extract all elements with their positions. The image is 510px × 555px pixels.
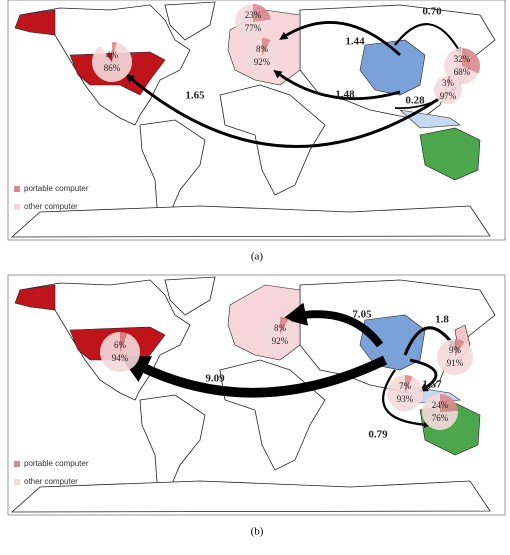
pie-label: 6% [114, 340, 127, 350]
pie-label: 23% [245, 10, 262, 20]
flow-arrow [279, 21, 401, 57]
pie-wedge [253, 4, 271, 22]
pie-wedge [235, 4, 271, 40]
flow-label: 1.48 [335, 89, 355, 101]
pie-wedge [262, 38, 271, 56]
legend-swatch [14, 204, 20, 210]
pie-label: 91% [447, 358, 464, 368]
pie-label: 8% [256, 44, 269, 54]
pie-label: 3% [442, 78, 455, 88]
pie-label: 93% [397, 394, 414, 404]
flow-arrow [125, 73, 441, 149]
pie-wedge [244, 38, 280, 74]
pie-wedge [448, 76, 451, 90]
panel-b: 7.05 1.8 1.57 9.09 0.79 6% 94% 8% 92% 9% 91% 7% 93% 2… [7, 274, 506, 538]
flow-arrow [409, 358, 438, 392]
pie-wedge [405, 375, 413, 393]
legend-label: portable computer [24, 459, 89, 468]
legend-swatch [14, 186, 20, 192]
legend-label: portable computer [24, 184, 89, 193]
pie-wedge [280, 317, 289, 335]
pie-label: 8% [274, 323, 287, 333]
flow-arrow [282, 302, 384, 348]
flow-arrow [119, 355, 388, 398]
pie-wedge [100, 332, 140, 372]
legend-swatch [14, 479, 20, 485]
flow-arrow [382, 369, 431, 429]
pie-wedge [387, 375, 424, 411]
panel-caption: (b) [251, 526, 264, 538]
flow-arrow [394, 23, 462, 55]
flow-label: 0.70 [422, 6, 442, 18]
pie-wedge [462, 48, 480, 74]
flow-label: 1.65 [185, 90, 205, 102]
flow-arrow [273, 69, 401, 101]
legend-label: other computer [24, 477, 78, 486]
pie-wedge [455, 339, 465, 357]
pie-label: 7% [399, 381, 412, 391]
flow-arrow [403, 326, 458, 356]
pie-label: 86% [104, 63, 121, 73]
pie-wedge [437, 339, 474, 375]
flow-label: 0.79 [368, 429, 388, 441]
legend-label: other computer [24, 202, 78, 211]
pie-label: 24% [432, 400, 449, 410]
pie-wedge [261, 317, 298, 353]
pie-wedge [444, 48, 479, 84]
panel-a: 1.44 0.70 1.48 0.28 1.65 4% 86% 23% 77% 8% 92% 32% 6… [7, 0, 506, 263]
panel-caption: (a) [251, 251, 264, 263]
pie-label: 92% [254, 57, 271, 67]
pie-wedge [434, 76, 463, 105]
pie-wedge [422, 394, 458, 430]
pie-wedge [92, 42, 132, 82]
pie-label: 92% [272, 336, 289, 346]
pie-label: 77% [245, 23, 262, 33]
pie-wedge [112, 42, 117, 62]
pie-wedge [440, 394, 458, 412]
flow-label: 1.44 [345, 36, 365, 48]
pie-label: 32% [454, 54, 471, 64]
flow-label: 9.09 [205, 373, 225, 385]
pie-label: 4% [106, 50, 119, 60]
pie-label: 68% [454, 67, 471, 77]
pie-label: 94% [112, 353, 129, 363]
flow-label: 0.28 [405, 95, 425, 107]
pie-wedge [120, 332, 128, 352]
legend-swatch [14, 461, 20, 467]
pie-label: 97% [440, 91, 457, 101]
pie-label: 9% [449, 345, 462, 355]
flow-label: 7.05 [352, 309, 372, 321]
flow-label: 1.8 [435, 314, 449, 326]
pie-label: 76% [432, 413, 449, 423]
flow-label: 1.57 [422, 379, 442, 391]
